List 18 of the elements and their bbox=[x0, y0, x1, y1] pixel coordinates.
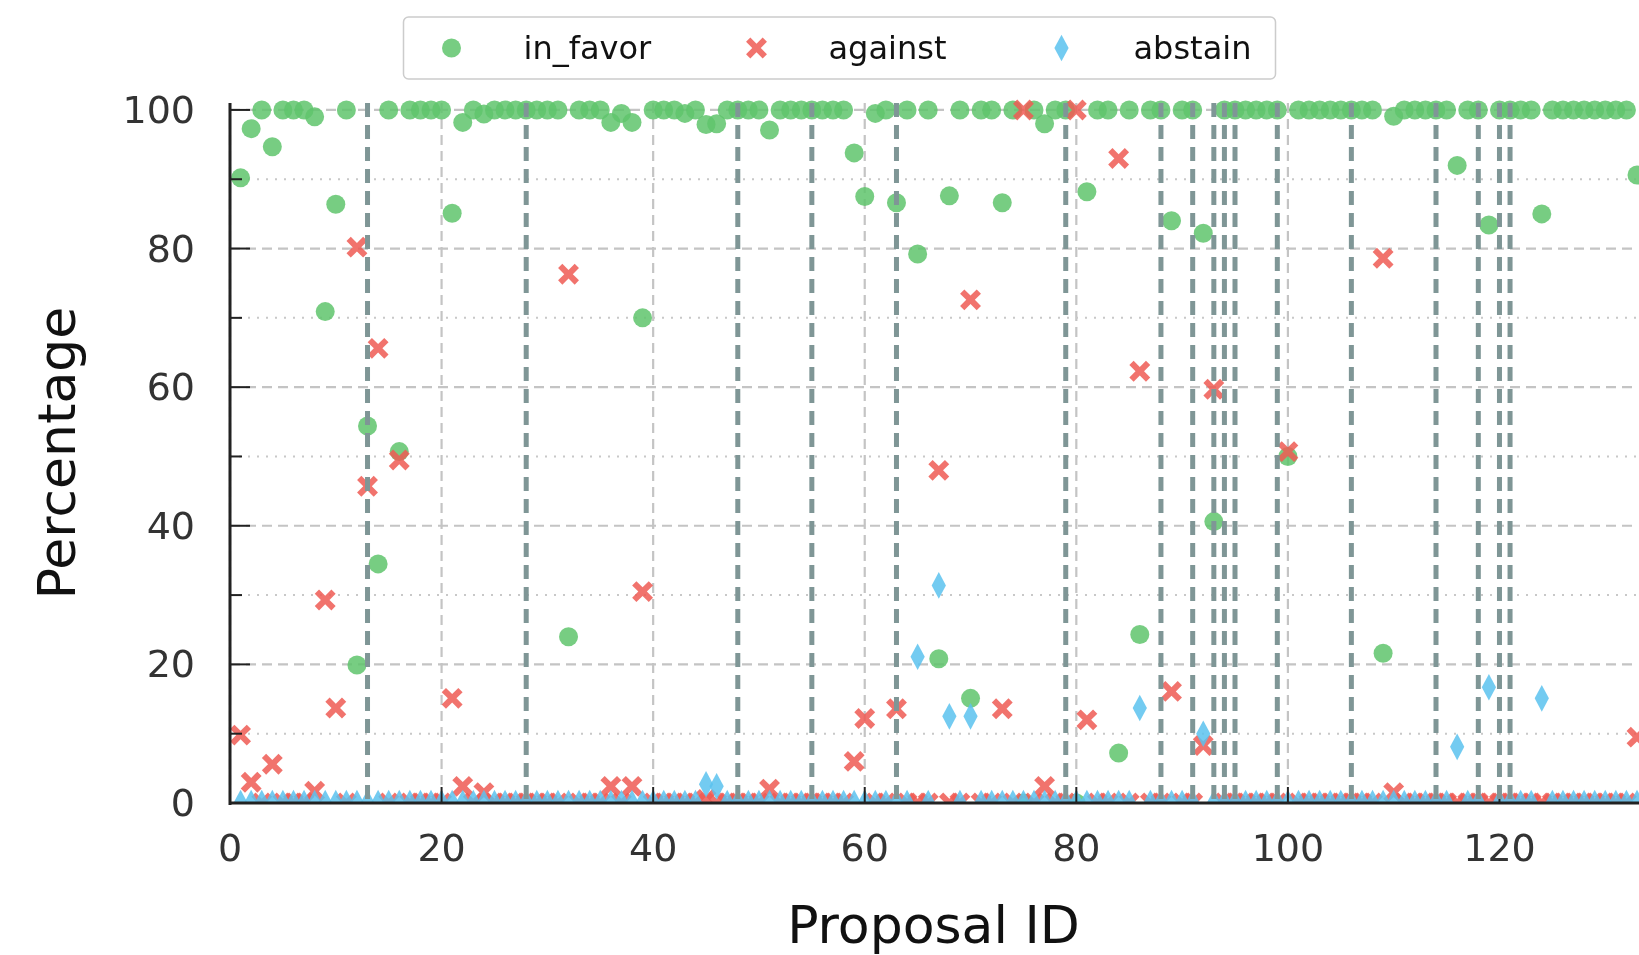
legend-label: in_favor bbox=[523, 29, 653, 67]
x-tick-label: 0 bbox=[217, 826, 243, 870]
legend-label: against bbox=[828, 29, 947, 67]
y-tick-label: 40 bbox=[146, 503, 195, 548]
y-axis-title: Percentage bbox=[27, 306, 87, 600]
y-tick-label: 60 bbox=[146, 365, 195, 410]
legend-label: abstain bbox=[1133, 29, 1252, 67]
x-tick-label: 80 bbox=[1052, 826, 1101, 870]
y-tick-label: 80 bbox=[146, 226, 195, 271]
y-tick-label: 0 bbox=[170, 781, 195, 825]
x-tick-label: 60 bbox=[840, 826, 889, 870]
x-tick-label: 40 bbox=[628, 826, 678, 870]
x-tick-label: 20 bbox=[417, 826, 466, 870]
y-tick-label: 20 bbox=[146, 642, 195, 687]
x-tick-label: 100 bbox=[1251, 826, 1325, 870]
x-tick-label: 120 bbox=[1463, 826, 1536, 870]
x-axis-title: Proposal ID bbox=[787, 895, 1080, 955]
y-tick-label: 100 bbox=[122, 87, 195, 132]
